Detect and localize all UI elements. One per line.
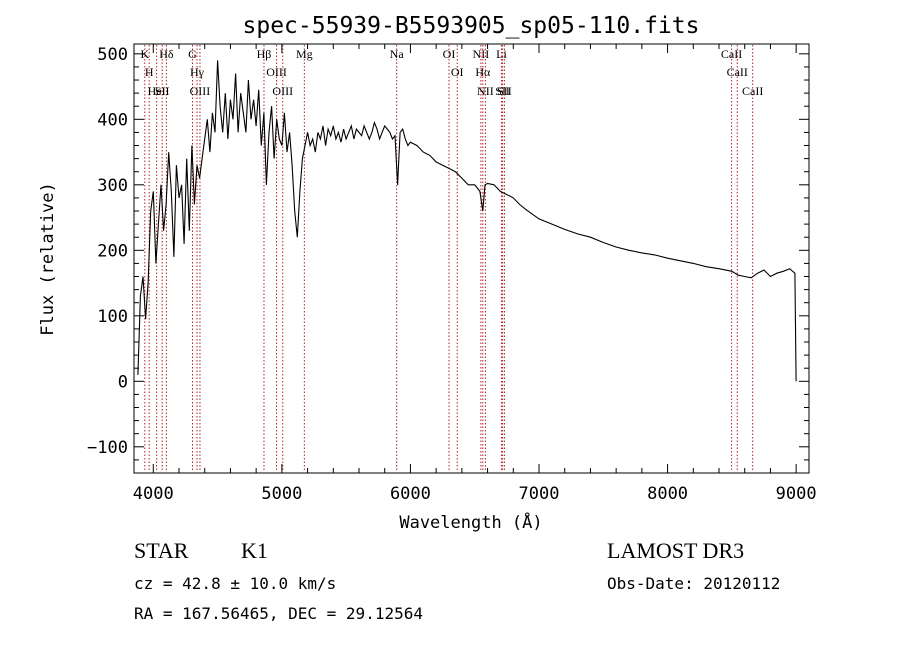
- x-axis: 4000 5000 6000 7000 8000 9000: [133, 44, 817, 504]
- obs-date: Obs-Date: 20120112: [607, 574, 781, 593]
- x-axis-label: Wavelength (Å): [399, 511, 542, 533]
- line-label-hei: HeI: [148, 84, 166, 98]
- y-axis: −100 0 100 200 300 400 500: [87, 45, 809, 461]
- line-label-mg: Mg: [296, 47, 313, 61]
- line-label-g: G: [188, 47, 197, 61]
- redshift-velocity: cz = 42.8 ± 10.0 km/s: [134, 574, 337, 593]
- line-label-caii-b: CaII: [727, 65, 748, 79]
- line-label-caii-c: CaII: [742, 84, 763, 98]
- line-label-oiii-c: OIII: [272, 84, 293, 98]
- flux-line: [137, 60, 797, 382]
- y-tick-label: 300: [97, 176, 128, 196]
- y-tick-label: 200: [97, 241, 128, 261]
- coordinates: RA = 167.56465, DEC = 29.12564: [134, 604, 423, 623]
- x-tick-label: 9000: [776, 484, 817, 504]
- line-label-nii-b: NII: [477, 84, 494, 98]
- line-label-hdelta: Hδ: [159, 47, 174, 61]
- y-axis-label: Flux (relative): [38, 182, 58, 336]
- line-label-caii-a: CaII: [721, 47, 742, 61]
- object-class: STAR: [134, 538, 189, 563]
- line-label-li: Li: [496, 47, 507, 61]
- x-tick-label: 7000: [519, 484, 560, 504]
- x-tick-label: 5000: [261, 484, 302, 504]
- x-tick-label: 8000: [647, 484, 688, 504]
- line-label-halpha: Hα: [475, 65, 491, 79]
- x-tick-label: 6000: [390, 484, 431, 504]
- y-tick-label: 500: [97, 45, 128, 65]
- line-label-oiii-a: OIII: [190, 84, 211, 98]
- line-label-oi-a: OI: [443, 47, 456, 61]
- line-label-k: K: [140, 47, 149, 61]
- y-tick-label: 0: [118, 372, 128, 392]
- line-label-oi-b: OI: [451, 65, 464, 79]
- object-subclass: K1: [241, 538, 268, 563]
- y-tick-label: −100: [87, 438, 128, 458]
- line-label-sii-a: SII: [155, 84, 170, 98]
- line-label-oiii-b: OIII: [266, 65, 287, 79]
- x-tick-label: 4000: [133, 484, 174, 504]
- plot-frame: [133, 43, 810, 474]
- line-label-sii-c: SII: [497, 84, 512, 98]
- line-label-h: H: [145, 65, 154, 79]
- line-label-hbeta: Hβ: [257, 47, 272, 61]
- chart-title: spec-55939-B5593905_sp05-110.fits: [243, 13, 700, 39]
- line-label-sii-b: SII: [495, 84, 510, 98]
- line-label-hgamma: Hγ: [190, 65, 205, 79]
- y-tick-label: 100: [97, 307, 128, 327]
- line-label-na: Na: [390, 47, 405, 61]
- line-label-nii-a: NII: [473, 47, 490, 61]
- survey-name: LAMOST DR3: [607, 538, 745, 563]
- y-tick-label: 400: [97, 110, 128, 130]
